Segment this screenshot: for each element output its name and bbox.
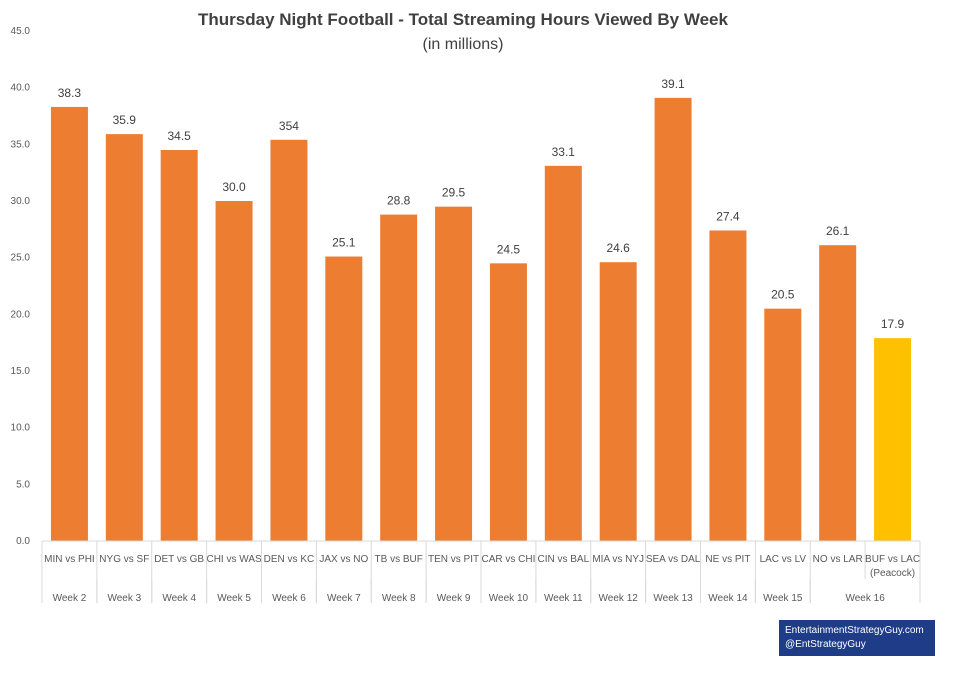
category-label: CIN vs BAL	[537, 554, 589, 565]
week-label: Week 11	[544, 593, 583, 604]
week-label: Week 7	[327, 593, 361, 604]
week-label: Week 8	[382, 593, 416, 604]
category-label: CHI vs WAS	[206, 554, 262, 565]
data-label: 26.1	[826, 224, 850, 238]
category-label: NYG vs SF	[99, 554, 149, 565]
data-label: 17.9	[881, 317, 905, 331]
data-label: 35.9	[113, 113, 137, 127]
bar	[325, 256, 363, 541]
category-label: LAC vs LV	[760, 554, 807, 565]
data-label: 33.1	[552, 145, 576, 159]
bar	[599, 262, 637, 541]
bar	[544, 165, 582, 541]
y-tick-label: 40.0	[11, 83, 31, 94]
bar	[50, 106, 88, 541]
y-tick-label: 25.0	[11, 253, 31, 264]
data-labels: 38.3 35.9 34.5 30.0 354 25.1 28.8 29.5 24.5 33.1 2…	[58, 77, 905, 331]
data-label: 29.5	[442, 186, 466, 200]
chart-title: Thursday Night Football - Total Streamin…	[198, 10, 728, 29]
data-label: 27.4	[716, 209, 740, 223]
data-label: 20.5	[771, 288, 795, 302]
bar	[215, 201, 253, 541]
data-label: 28.8	[387, 194, 411, 208]
y-tick-label: 30.0	[11, 196, 31, 207]
chart-subtitle: (in millions)	[423, 36, 504, 53]
data-label: 38.3	[58, 86, 82, 100]
category-label: DEN vs KC	[264, 554, 315, 565]
data-label: 24.6	[607, 241, 631, 255]
week-label: Week 16	[845, 593, 885, 604]
category-note: (Peacock)	[870, 568, 915, 579]
bar	[489, 263, 527, 541]
data-label: 24.5	[497, 242, 521, 256]
week-label: Week 4	[162, 593, 196, 604]
bars	[50, 97, 912, 542]
y-tick-label: 0.0	[16, 536, 30, 547]
bar	[764, 308, 802, 541]
category-label: TEN vs PIT	[428, 554, 479, 565]
category-label: DET vs GB	[154, 554, 204, 565]
y-tick-label: 15.0	[11, 366, 31, 377]
bar	[270, 139, 308, 542]
data-label: 34.5	[168, 129, 192, 143]
y-tick-label: 20.0	[11, 309, 31, 320]
credit-box: EntertainmentStrategyGuy.com @EntStrateg…	[779, 620, 935, 656]
y-tick-label: 45.0	[11, 26, 31, 37]
bar	[709, 230, 747, 541]
category-label: CAR vs CHI	[481, 554, 535, 565]
y-tick-label: 35.0	[11, 139, 31, 150]
week-label: Week 15	[763, 593, 803, 604]
bar	[105, 134, 143, 541]
week-label: Week 13	[653, 593, 693, 604]
bar	[874, 338, 912, 541]
week-label: Week 12	[599, 593, 639, 604]
week-label: Week 14	[708, 593, 748, 604]
category-label: SEA vs DAL	[646, 554, 701, 565]
week-label: Week 10	[489, 593, 529, 604]
data-label: 354	[279, 119, 299, 133]
bar	[819, 245, 857, 541]
y-axis: 0.0 5.0 10.0 15.0 20.0 25.0 30.0 35.0 40.0 45.0	[11, 26, 31, 547]
week-label: Week 3	[107, 593, 141, 604]
y-tick-label: 10.0	[11, 423, 31, 434]
category-label: NO vs LAR	[813, 554, 863, 565]
bar	[435, 206, 473, 541]
data-label: 39.1	[661, 77, 685, 91]
week-label: Week 2	[53, 593, 87, 604]
credit-handle: @EntStrategyGuy	[785, 639, 866, 650]
category-label: BUF vs LAC	[865, 554, 920, 565]
data-label: 25.1	[332, 236, 356, 250]
data-label: 30.0	[222, 180, 246, 194]
credit-website: EntertainmentStrategyGuy.com	[785, 625, 924, 636]
category-label: NE vs PIT	[705, 554, 750, 565]
x-axis: MIN vs PHI NYG vs SF DET vs GB CHI vs WAS DE…	[41, 540, 921, 604]
y-tick-label: 5.0	[16, 479, 30, 490]
week-label: Week 5	[217, 593, 251, 604]
category-label: TB vs BUF	[375, 554, 423, 565]
bar	[380, 214, 418, 541]
category-label: MIN vs PHI	[44, 554, 95, 565]
week-label: Week 6	[272, 593, 306, 604]
week-label: Week 9	[437, 593, 471, 604]
category-label: MIA vs NYJ	[592, 554, 644, 565]
bar	[160, 150, 198, 541]
category-label: JAX vs NO	[319, 554, 368, 565]
bar	[654, 97, 692, 541]
